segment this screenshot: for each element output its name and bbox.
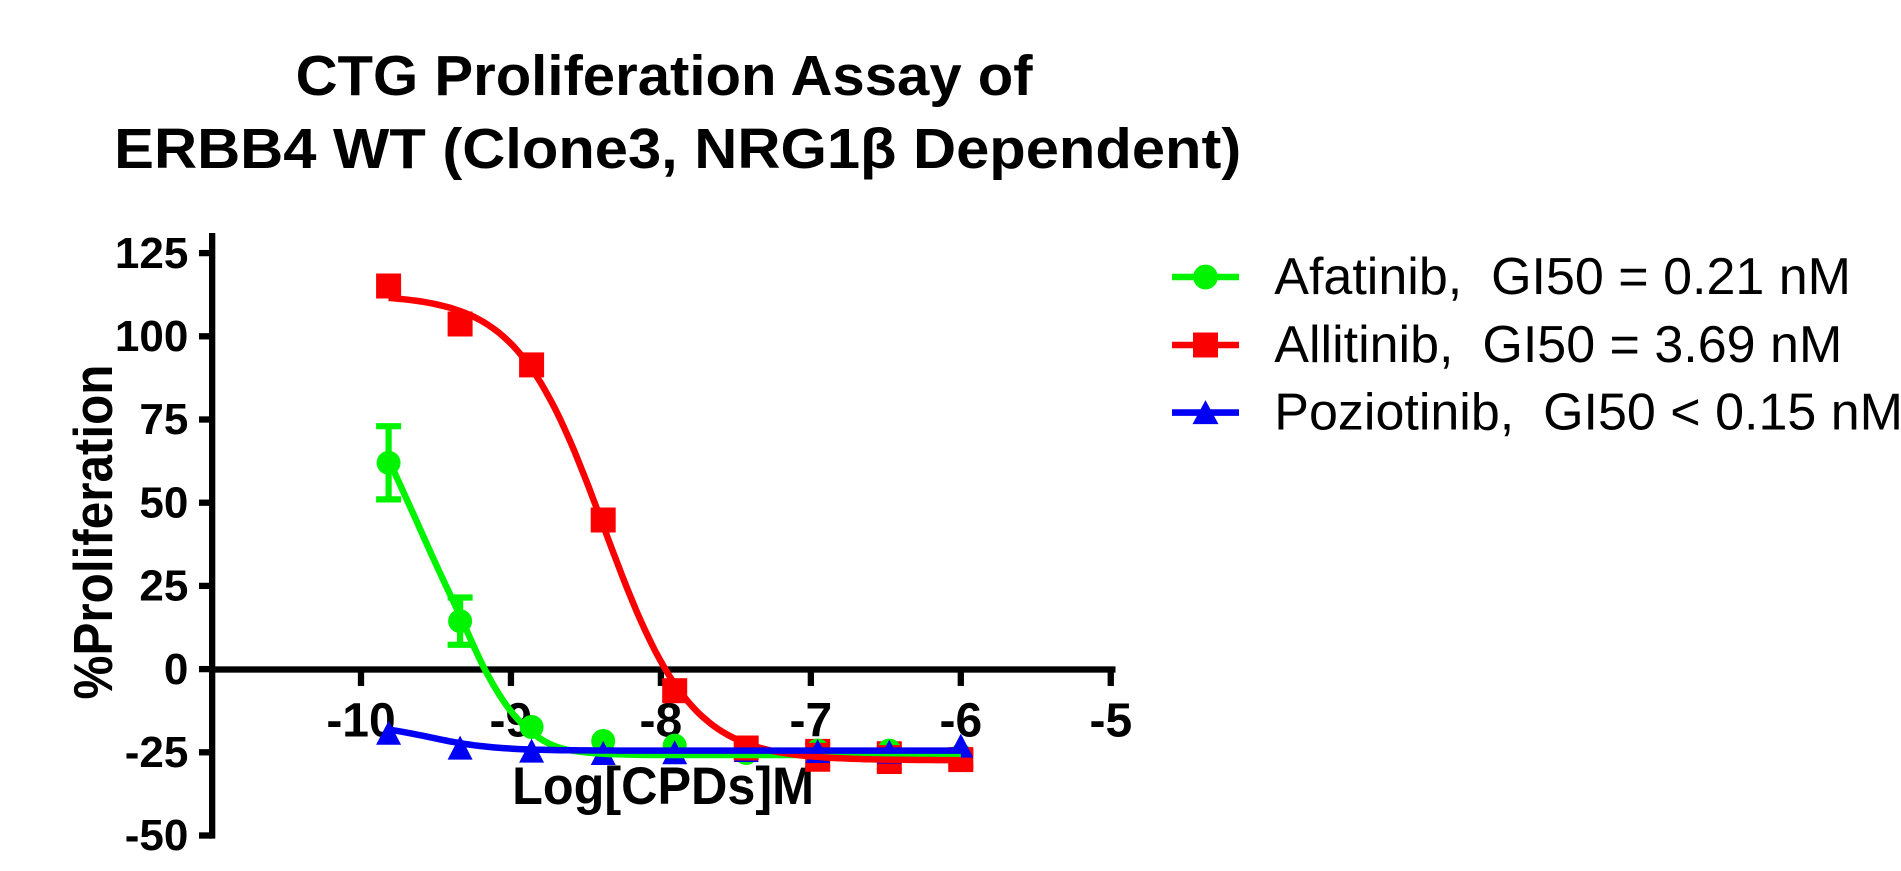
svg-text:CTG Proliferation Assay of: CTG Proliferation Assay of <box>296 44 1034 108</box>
svg-text:25: 25 <box>139 562 188 611</box>
svg-text:-25: -25 <box>125 728 189 777</box>
svg-text:Poziotinib, GI50 < 0.15 nM: Poziotinib, GI50 < 0.15 nM <box>1274 384 1901 442</box>
svg-text:-50: -50 <box>125 811 189 860</box>
svg-text:ERBB4 WT (Clone3, NRG1β Depend: ERBB4 WT (Clone3, NRG1β Dependent) <box>114 117 1241 181</box>
svg-text:-5: -5 <box>1089 695 1132 748</box>
svg-text:%Proliferation: %Proliferation <box>62 365 124 700</box>
svg-text:Log[CPDs]M: Log[CPDs]M <box>512 757 814 816</box>
svg-text:-7: -7 <box>789 695 832 748</box>
svg-text:Afatinib, GI50 = 0.21 nM: Afatinib, GI50 = 0.21 nM <box>1274 248 1851 306</box>
svg-text:Allitinib, GI50 = 3.69 nM: Allitinib, GI50 = 3.69 nM <box>1274 316 1842 374</box>
svg-text:50: 50 <box>139 478 188 527</box>
svg-text:75: 75 <box>139 395 188 444</box>
svg-text:0: 0 <box>164 645 188 694</box>
svg-text:100: 100 <box>115 312 188 361</box>
svg-text:125: 125 <box>115 229 188 278</box>
